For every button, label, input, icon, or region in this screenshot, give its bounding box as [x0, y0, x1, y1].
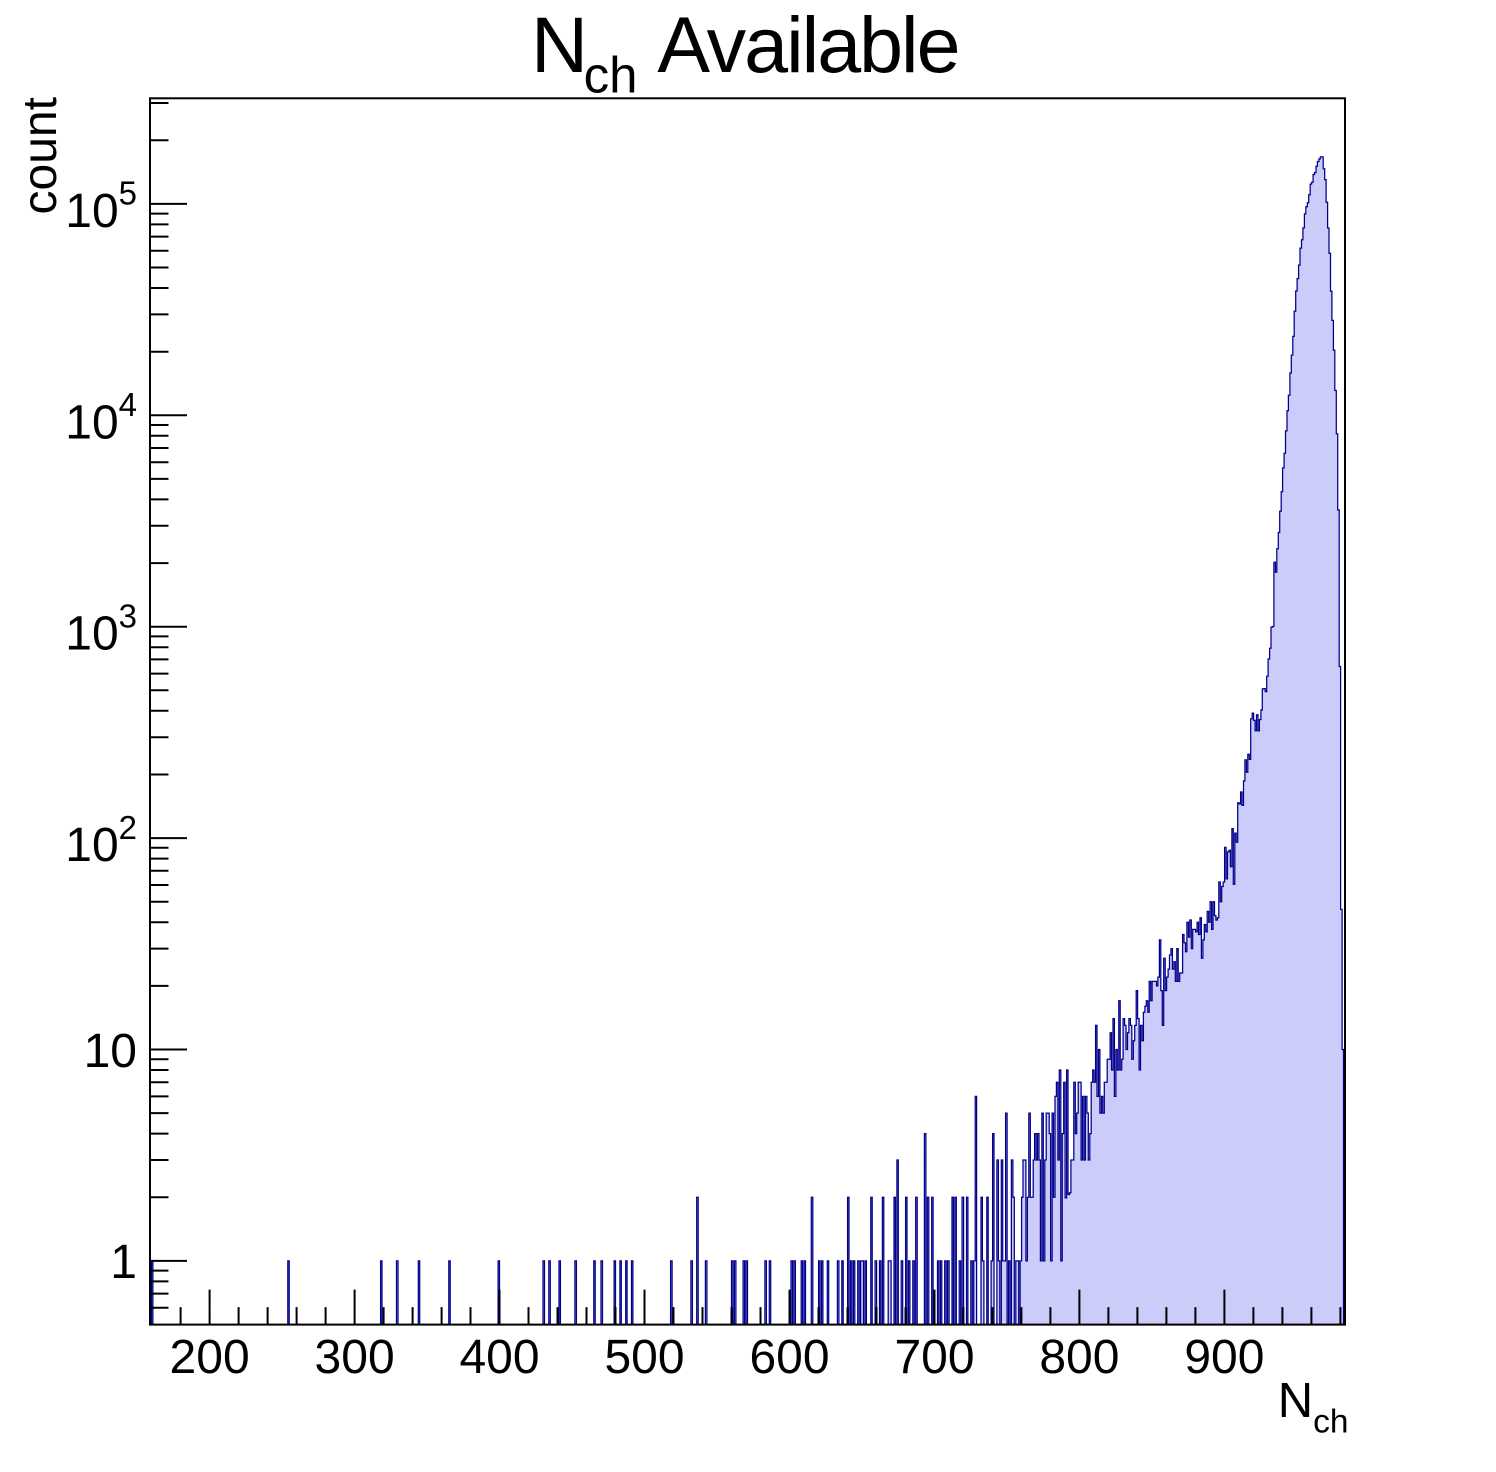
svg-text:900: 900 — [1184, 1331, 1264, 1384]
svg-text:200: 200 — [170, 1331, 250, 1384]
svg-text:600: 600 — [749, 1331, 829, 1384]
svg-text:count: count — [14, 97, 67, 214]
svg-text:700: 700 — [894, 1331, 974, 1384]
svg-text:800: 800 — [1039, 1331, 1119, 1384]
svg-text:10: 10 — [84, 1025, 137, 1078]
svg-text:102: 102 — [65, 809, 137, 872]
svg-text:400: 400 — [459, 1331, 539, 1384]
svg-text:1: 1 — [110, 1236, 137, 1289]
svg-text:Nch: Nch — [1278, 1374, 1349, 1441]
svg-text:300: 300 — [315, 1331, 395, 1384]
svg-text:500: 500 — [604, 1331, 684, 1384]
